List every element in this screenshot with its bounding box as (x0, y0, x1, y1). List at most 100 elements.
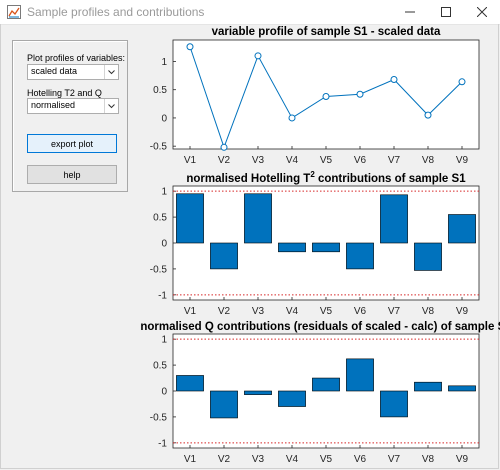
help-button[interactable]: help (27, 165, 117, 184)
q-ytick-label: 0 (161, 387, 167, 398)
profile-xtick-label: V7 (388, 155, 401, 166)
q-bar-V4 (278, 390, 306, 407)
hotelling-bar-V2 (210, 242, 238, 270)
profile-point-V2 (220, 143, 228, 151)
hotelling-xtick-label: V7 (388, 306, 401, 317)
control-panel: Plot profiles of variables: scaled data … (12, 40, 128, 192)
hotelling-bar-V8 (414, 242, 442, 271)
q-xtick-label: V4 (286, 454, 299, 465)
q-bar-V1 (176, 375, 204, 392)
q-xtick-label: V9 (456, 454, 469, 465)
export-plot-button[interactable]: export plot (27, 134, 117, 153)
hotelling-xtick-label: V6 (354, 306, 367, 317)
profile-point-V5 (322, 92, 330, 100)
q-ytick-label: -0.5 (150, 412, 168, 423)
profile-xtick-label: V1 (184, 155, 197, 166)
profile-chart: variable profile of sample S1 - scaled d… (150, 26, 480, 166)
profile-xtick-label: V3 (252, 155, 265, 166)
chevron-down-icon (104, 65, 118, 79)
q-xtick-label: V8 (422, 454, 435, 465)
q-ytick-label: -1 (158, 438, 167, 449)
window-title: Sample profiles and contributions (27, 5, 205, 19)
hotelling-bar-V1 (176, 193, 204, 244)
hotelling-bar-V4 (278, 242, 306, 253)
hotelling-dropdown[interactable]: normalised (27, 98, 119, 114)
profiles-dropdown-value: scaled data (31, 66, 78, 76)
profile-ytick-label: 0 (161, 113, 167, 124)
hotelling-bar-V9 (448, 214, 476, 244)
hotelling-bar-V5 (312, 242, 340, 253)
q-bar-V8 (414, 381, 442, 392)
q-chart-title: normalised Q contributions (residuals of… (140, 321, 500, 333)
q-xtick-label: V7 (388, 454, 401, 465)
minimize-button[interactable] (392, 0, 428, 24)
maximize-icon (441, 7, 451, 17)
profile-chart-title: variable profile of sample S1 - scaled d… (212, 26, 441, 38)
profile-xtick-label: V2 (218, 155, 231, 166)
q-ytick-label: 1 (161, 335, 167, 346)
profile-xtick-label: V4 (286, 155, 299, 166)
hotelling-xtick-label: V4 (286, 306, 299, 317)
hotelling-title-sup: 2 (310, 170, 315, 179)
hotelling-ytick-label: 0 (161, 239, 167, 250)
profile-point-V4 (288, 114, 296, 122)
help-label: help (63, 169, 81, 180)
q-bar-V3 (244, 390, 272, 395)
profile-xtick-label: V6 (354, 155, 367, 166)
hotelling-bar-V6 (346, 242, 374, 270)
profile-ytick-label: 1 (161, 57, 167, 68)
q-xtick-label: V2 (218, 454, 231, 465)
q-bar-V9 (448, 385, 476, 392)
profiles-dropdown[interactable]: scaled data (27, 64, 119, 80)
q-xtick-label: V1 (184, 454, 197, 465)
hotelling-bar-V7 (380, 194, 408, 244)
hotelling-dropdown-value: normalised (31, 100, 76, 110)
hotelling-label: Hotelling T2 and Q (27, 88, 102, 98)
close-icon (477, 7, 487, 17)
q-xtick-label: V6 (354, 454, 367, 465)
chevron-down-icon (104, 99, 118, 113)
hotelling-title-main: normalised Hotelling T (186, 173, 310, 185)
matlab-figure-icon (7, 5, 21, 19)
hotelling-chart: normalised Hotelling T2 contributions of… (150, 170, 480, 317)
hotelling-xtick-label: V8 (422, 306, 435, 317)
q-chart: normalised Q contributions (residuals of… (140, 321, 500, 465)
profile-ytick-label: 0.5 (153, 85, 167, 96)
profile-point-V3 (254, 52, 262, 60)
maximize-button[interactable] (428, 0, 464, 24)
hotelling-xtick-label: V1 (184, 306, 197, 317)
window-frame (0, 24, 499, 469)
hotelling-xtick-label: V5 (320, 306, 333, 317)
q-bar-V2 (210, 390, 238, 419)
hotelling-title-rest: contributions of sample S1 (315, 173, 466, 185)
hotelling-bar-V3 (244, 193, 272, 244)
profile-xtick-label: V5 (320, 155, 333, 166)
profile-ytick-label: -0.5 (150, 142, 168, 153)
profiles-label: Plot profiles of variables: (27, 53, 126, 63)
profile-point-V1 (186, 43, 194, 51)
q-ytick-label: 0.5 (153, 361, 167, 372)
hotelling-ytick-label: 0.5 (153, 213, 167, 224)
profile-xtick-label: V9 (456, 155, 469, 166)
close-button[interactable] (464, 0, 500, 24)
hotelling-chart-title: normalised Hotelling T2 contributions of… (186, 170, 466, 185)
hotelling-xtick-label: V3 (252, 306, 265, 317)
profile-point-V7 (390, 76, 398, 84)
window-titlebar[interactable]: Sample profiles and contributions (0, 0, 500, 25)
profile-point-V9 (458, 78, 466, 86)
q-bar-V5 (312, 377, 340, 392)
hotelling-ytick-label: 1 (161, 187, 167, 198)
q-xtick-label: V5 (320, 454, 333, 465)
profile-xtick-label: V8 (422, 155, 435, 166)
hotelling-xtick-label: V9 (456, 306, 469, 317)
minimize-icon (405, 11, 415, 13)
hotelling-ytick-label: -1 (158, 290, 167, 301)
q-bar-V7 (380, 390, 408, 418)
profile-point-V6 (356, 90, 364, 98)
q-bar-V6 (346, 358, 374, 392)
export-plot-label: export plot (50, 138, 94, 149)
hotelling-xtick-label: V2 (218, 306, 231, 317)
profile-point-V8 (424, 111, 432, 119)
q-xtick-label: V3 (252, 454, 265, 465)
